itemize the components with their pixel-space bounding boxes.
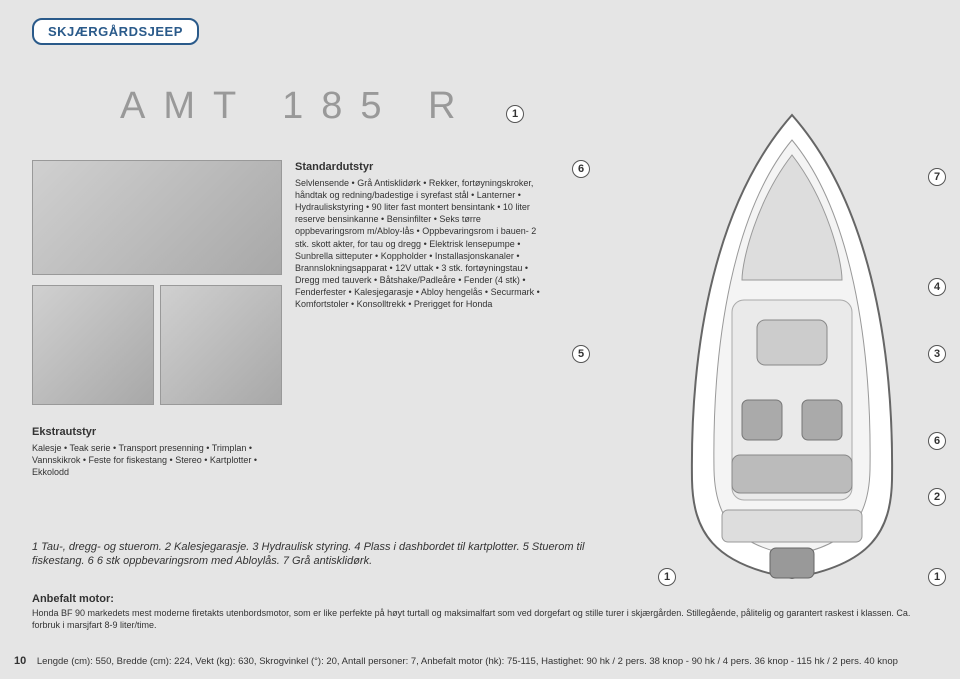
standard-equipment: Standardutstyr Selvlensende • Grå Antisk…	[295, 160, 540, 310]
extra-equipment: Ekstrautstyr Kalesje • Teak serie • Tran…	[32, 425, 272, 478]
callout-1l: 1	[658, 568, 676, 586]
page-number: 10	[14, 655, 26, 667]
boat-diagram	[662, 110, 922, 585]
motor-body: Honda BF 90 markedets mest moderne firet…	[32, 608, 912, 631]
callout-7: 7	[928, 168, 946, 186]
callout-5-left: 5	[572, 345, 590, 363]
motor-heading: Anbefalt motor:	[32, 592, 912, 606]
std-heading: Standardutstyr	[295, 160, 540, 175]
category-badge: SKJÆRGÅRDSJEEP	[32, 18, 199, 45]
callout-4: 4	[928, 278, 946, 296]
callout-2: 2	[928, 488, 946, 506]
motor-recommendation: Anbefalt motor: Honda BF 90 markedets me…	[32, 592, 912, 632]
photo-helm	[32, 160, 282, 275]
model-title: AMT 185 R	[120, 85, 473, 128]
specs-line: 10 Lengde (cm): 550, Bredde (cm): 224, V…	[14, 655, 946, 667]
extra-body: Kalesje • Teak serie • Transport presenn…	[32, 442, 272, 478]
photo-dash	[160, 285, 282, 405]
legend-text: 1 Tau-, dregg- og stuerom. 2 Kalesjegara…	[32, 541, 585, 567]
photo-seat	[32, 285, 154, 405]
legend: 1 Tau-, dregg- og stuerom. 2 Kalesjegara…	[32, 540, 632, 569]
std-body: Selvlensende • Grå Antisklidørk • Rekker…	[295, 177, 540, 311]
callout-1r: 1	[928, 568, 946, 586]
extra-heading: Ekstrautstyr	[32, 425, 272, 440]
callout-6-right: 6	[928, 432, 946, 450]
callout-6-left: 6	[572, 160, 590, 178]
callout-top: 1	[506, 105, 524, 123]
callout-3: 3	[928, 345, 946, 363]
specs-text: Lengde (cm): 550, Bredde (cm): 224, Vekt…	[37, 656, 898, 667]
